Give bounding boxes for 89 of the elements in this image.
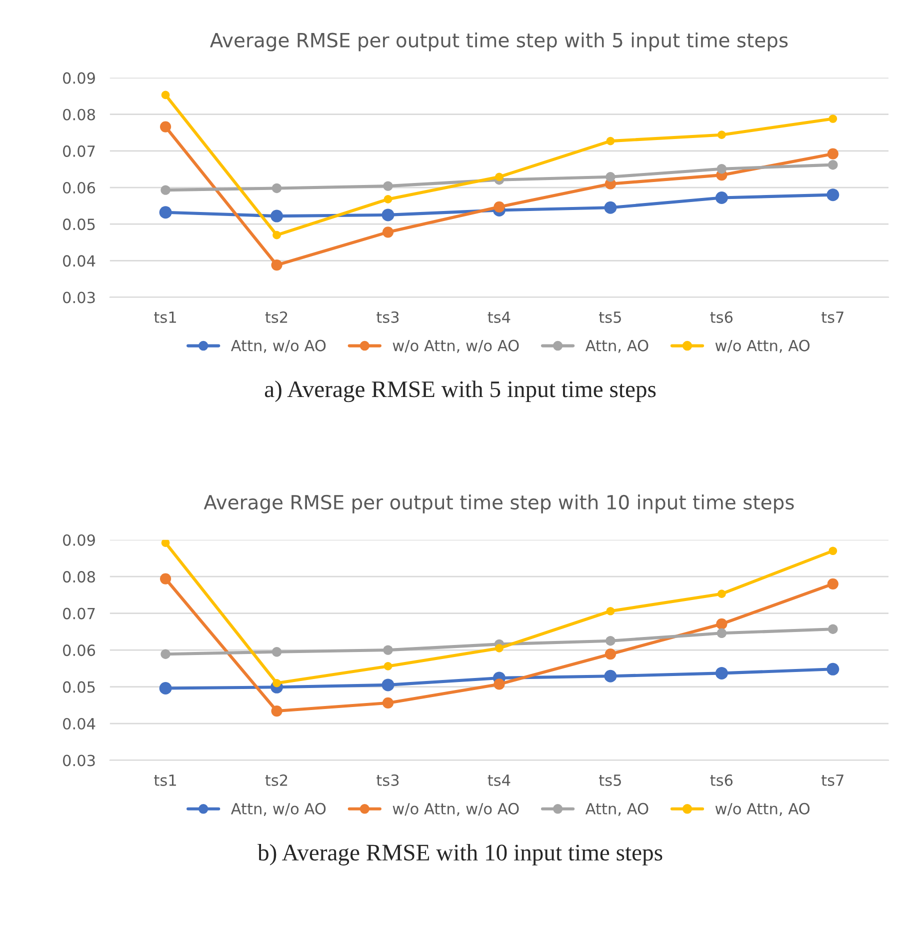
point [384,195,392,204]
x-tick-label: ts3 [376,311,399,323]
point [716,628,727,638]
point [606,136,615,146]
y-tick-label: 0.07 [63,145,95,157]
x-tick-label: ts6 [710,774,733,786]
point [827,578,838,590]
text: b) Average RMSE with 10 input time steps [258,844,662,866]
legend-label: Attn, AO [585,802,648,816]
point [718,130,726,140]
point [159,206,172,219]
point [382,208,394,222]
point [606,636,616,646]
point [604,201,617,214]
point [828,160,838,170]
legend-label: Attn, AO [585,340,648,353]
point [716,164,727,174]
x-tick-label: ts6 [710,311,733,323]
point [604,648,616,660]
point [384,662,392,670]
point [494,678,505,690]
point [271,260,282,271]
point [159,682,172,695]
point [160,185,170,195]
point [161,90,170,100]
point [161,540,170,547]
y-tick-label: 0.05 [63,218,95,230]
point [826,188,840,202]
y-tick-label: 0.09 [63,534,95,546]
point [270,210,284,222]
point [160,573,172,584]
point [604,670,617,682]
x-tick-label: ts7 [821,312,844,323]
point [826,662,840,676]
point [272,647,282,657]
x-tick-label: ts1 [154,312,176,323]
point [271,705,282,717]
point [606,606,615,616]
point [382,226,394,238]
y-tick-label: 0.03 [63,292,95,304]
point [828,546,838,556]
y-tick-label: 0.06 [63,644,96,656]
y-tick-label: 0.08 [63,571,95,583]
point [606,172,616,182]
legend-label: Attn, w/o AO [230,340,326,353]
y-tick-label: 0.05 [63,681,95,693]
x-tick-label: ts2 [265,774,288,786]
point [383,645,393,655]
point [272,183,282,194]
y-tick-label: 0.09 [63,72,95,84]
point [382,697,394,708]
x-tick-label: ts2 [265,311,288,323]
point [828,624,838,634]
point [495,172,504,182]
text: a) Average RMSE with 5 input time steps [264,380,656,402]
point [272,678,281,688]
chart-title: Average RMSE per output time step with 10 input time steps [204,494,794,514]
x-tick-label: ts3 [376,774,399,786]
point [382,678,394,692]
x-tick-label: ts1 [154,774,176,786]
point [494,201,505,212]
point [715,666,728,680]
legend-label: Attn, w/o AO [230,802,326,816]
chart-title: Average RMSE per output time step with 5 input time steps [210,32,788,52]
point [718,590,726,598]
x-tick-label: ts5 [599,312,621,323]
y-tick-label: 0.04 [63,255,96,267]
y-tick-label: 0.03 [63,754,95,766]
legend-label: w/o Attn, AO [715,802,810,816]
point [383,181,393,191]
x-tick-label: ts4 [488,774,510,786]
legend-label: w/o Attn, w/o AO [392,340,519,353]
point [160,649,170,659]
x-tick-label: ts4 [488,312,510,323]
point [828,114,838,123]
point [495,644,504,652]
y-tick-label: 0.08 [63,108,95,120]
point [272,230,281,240]
point [827,148,838,160]
x-tick-label: ts7 [821,774,844,786]
y-tick-label: 0.06 [63,182,96,194]
point [715,192,728,204]
point [716,618,728,630]
y-tick-label: 0.04 [63,718,96,730]
y-tick-label: 0.07 [63,608,95,620]
point [160,121,172,132]
legend-label: w/o Attn, w/o AO [392,802,519,816]
x-tick-label: ts5 [599,774,621,786]
legend-label: w/o Attn, AO [715,340,810,353]
